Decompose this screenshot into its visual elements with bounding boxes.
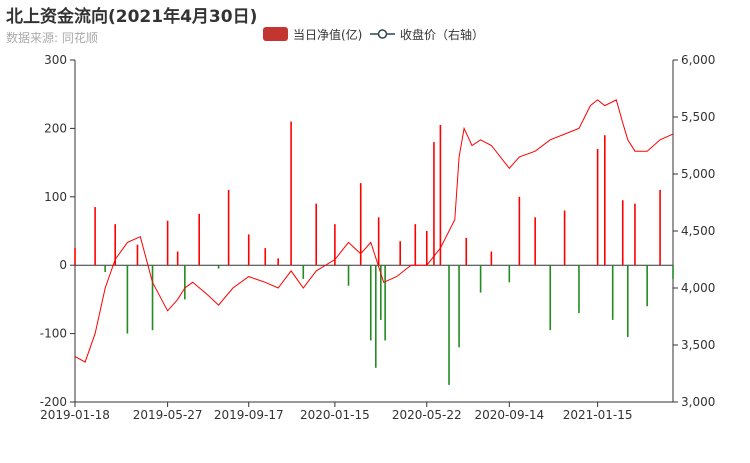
bar xyxy=(672,265,674,279)
x-tick-label: 2020-01-15 xyxy=(300,408,370,422)
bar xyxy=(369,265,372,341)
bar xyxy=(490,251,493,266)
bar xyxy=(611,265,614,320)
bar xyxy=(380,265,382,320)
bar xyxy=(621,200,624,266)
bar xyxy=(563,210,566,266)
bar xyxy=(302,265,305,279)
legend-label-close: 收盘价（右轴） xyxy=(400,27,484,42)
bar xyxy=(439,124,442,266)
bar xyxy=(534,217,536,266)
close-price-line xyxy=(74,99,674,363)
bar xyxy=(518,196,521,266)
bar xyxy=(176,251,179,266)
legend-marker-close xyxy=(377,29,388,39)
bar xyxy=(114,224,117,266)
y-left-tick-label: 100 xyxy=(44,190,67,204)
x-tick-label: 2019-01-18 xyxy=(40,408,110,422)
bar xyxy=(247,234,250,266)
bar xyxy=(198,213,200,266)
bar xyxy=(315,203,318,266)
bar xyxy=(549,265,552,331)
bar xyxy=(433,142,435,266)
bar xyxy=(166,220,169,266)
y-left-tick-label: 200 xyxy=(44,121,67,135)
bar xyxy=(217,265,220,269)
bar xyxy=(359,183,362,266)
bar xyxy=(151,265,154,331)
y-right-tick-label: 3,000 xyxy=(681,395,715,409)
bar xyxy=(184,265,186,300)
bar xyxy=(626,265,629,338)
bar xyxy=(347,265,350,286)
bar xyxy=(374,265,377,368)
bar xyxy=(634,203,636,266)
bar xyxy=(104,265,106,273)
bar xyxy=(277,258,279,266)
y-right-tick-label: 5,000 xyxy=(681,167,715,181)
y-right-tick-label: 4,000 xyxy=(681,281,715,295)
bar xyxy=(399,241,402,266)
bar xyxy=(264,248,267,266)
y-right-tick-label: 6,000 xyxy=(681,53,715,67)
x-tick-label: 2019-09-17 xyxy=(214,408,284,422)
bar xyxy=(290,121,292,266)
bar xyxy=(425,231,428,266)
x-tick-label: 2021-01-15 xyxy=(563,408,633,422)
y-left-tick-label: 0 xyxy=(59,258,67,272)
legend-swatch-net xyxy=(263,27,288,41)
bar xyxy=(465,237,468,266)
bar xyxy=(414,224,417,266)
bar xyxy=(126,265,129,334)
y-left-tick-label: -100 xyxy=(40,327,67,341)
bar xyxy=(377,217,380,266)
x-tick-label: 2020-09-14 xyxy=(474,408,544,422)
x-tick-label: 2019-05-27 xyxy=(133,408,203,422)
bar xyxy=(334,224,336,266)
bar xyxy=(384,265,386,341)
bar xyxy=(578,265,580,314)
bar xyxy=(646,265,648,307)
y-right-tick-label: 4,500 xyxy=(681,224,715,238)
bar xyxy=(604,135,606,266)
bar xyxy=(136,244,139,266)
bar xyxy=(596,148,599,266)
chart-subtitle: 数据来源: 同花顺 xyxy=(6,31,98,45)
y-left-tick-label: 300 xyxy=(44,53,67,67)
y-left-tick-label: -200 xyxy=(40,395,67,409)
bar xyxy=(74,248,76,266)
bar xyxy=(458,265,460,348)
bar xyxy=(227,189,230,266)
bar xyxy=(479,265,482,293)
y-right-tick-label: 3,500 xyxy=(681,338,715,352)
x-tick-label: 2020-05-22 xyxy=(392,408,462,422)
y-right-tick-label: 5,500 xyxy=(681,110,715,124)
bar xyxy=(659,189,661,266)
chart-title: 北上资金流向(2021年4月30日) xyxy=(6,7,258,27)
bar xyxy=(448,265,450,385)
bar xyxy=(94,207,96,266)
legend-label-net: 当日净值(亿) xyxy=(293,27,362,42)
bar xyxy=(508,265,511,283)
